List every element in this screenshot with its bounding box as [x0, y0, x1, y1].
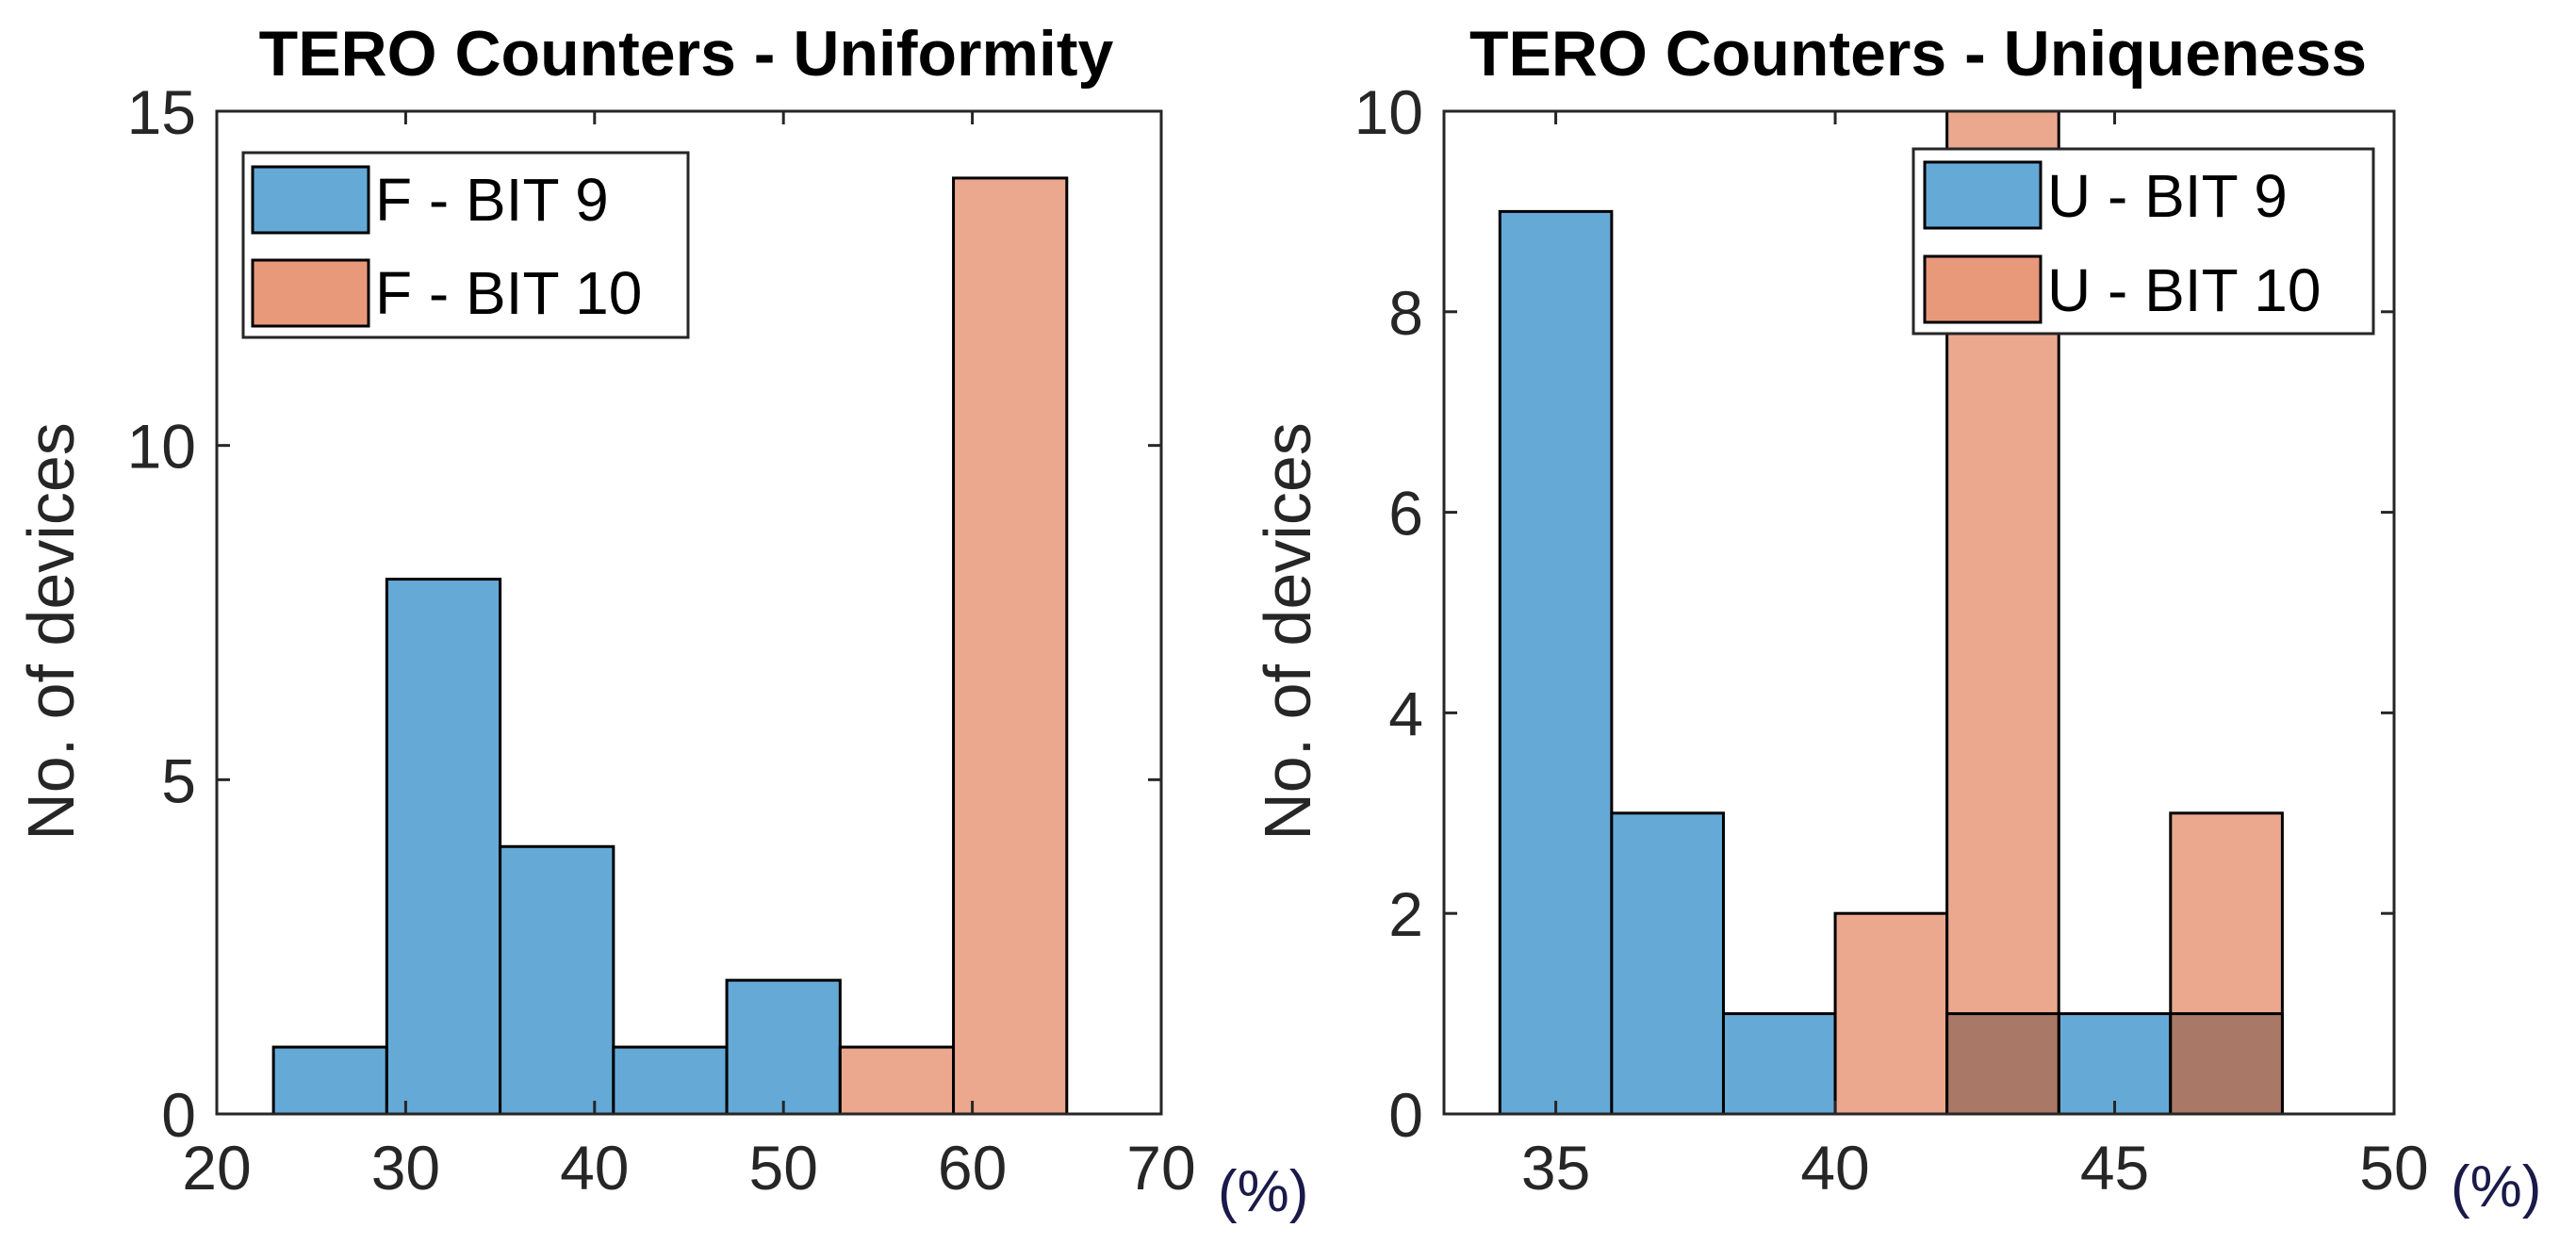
- y-tick-label: 10: [1354, 77, 1423, 147]
- x-unit-label: (%): [1218, 1159, 1308, 1224]
- bar-f-bit-9-2: [499, 844, 615, 1114]
- x-tick-label: 35: [1521, 1133, 1590, 1203]
- ticks: 35 40 45 50 0 2 4 6 8 10: [1354, 77, 2429, 1203]
- legend: U - BIT 9 U - BIT 10: [1911, 147, 2375, 336]
- x-unit-label: (%): [2451, 1154, 2541, 1219]
- y-axis-label: No. of devices: [1251, 422, 1324, 841]
- x-tick-label: 50: [748, 1133, 817, 1203]
- chart-title: TERO Counters - Uniqueness: [1469, 18, 2367, 90]
- ticks: 20 30 40 50 60 70 0 5 10 15: [127, 77, 1196, 1203]
- y-tick-label: 0: [161, 1080, 196, 1150]
- x-tick-label: 40: [560, 1133, 629, 1203]
- legend-label-f-bit-10: F - BIT 10: [375, 259, 642, 327]
- legend-swatch-f-bit-9: [251, 165, 370, 235]
- y-tick-label: 15: [127, 77, 196, 147]
- bar-f-bit-10-0: [838, 1045, 956, 1114]
- y-tick-label: 2: [1388, 879, 1423, 949]
- y-tick-label: 6: [1388, 479, 1423, 548]
- y-axis-label: No. of devices: [14, 422, 88, 841]
- bar-u-bit-9-2: [1721, 1012, 1837, 1114]
- x-tick-label: 60: [938, 1133, 1007, 1203]
- bar-overlap: [1945, 1012, 2060, 1114]
- legend: F - BIT 9 F - BIT 10: [241, 151, 690, 339]
- legend-swatch-u-bit-10: [1923, 254, 2043, 324]
- uniqueness-chart: TERO Counters - Uniqueness No. of device…: [1251, 18, 2541, 1219]
- bar-f-bit-10-1: [952, 176, 1069, 1114]
- x-tick-label: 50: [2359, 1133, 2428, 1203]
- legend-label-f-bit-9: F - BIT 9: [375, 166, 609, 234]
- chart-title: TERO Counters - Uniformity: [259, 18, 1114, 90]
- y-tick-label: 5: [161, 745, 196, 815]
- bar-u-bit-9-1: [1610, 811, 1725, 1114]
- bars: [271, 176, 1069, 1114]
- bar-f-bit-9-3: [612, 1045, 729, 1114]
- bar-u-bit-9-4: [2057, 1012, 2173, 1114]
- y-tick-label: 8: [1388, 278, 1423, 348]
- bar-f-bit-9-1: [385, 578, 502, 1114]
- bar-f-bit-9-0: [271, 1045, 388, 1114]
- uniformity-chart: TERO Counters - Uniformity No. of device…: [14, 18, 1308, 1224]
- bar-f-bit-9-4: [725, 978, 842, 1114]
- legend-swatch-u-bit-9: [1923, 160, 2043, 230]
- x-tick-label: 70: [1126, 1133, 1195, 1203]
- x-tick-label: 45: [2080, 1133, 2149, 1203]
- y-tick-label: 10: [127, 412, 196, 482]
- bar-u-bit-9-0: [1498, 209, 1614, 1114]
- bar-overlap: [2169, 1012, 2284, 1114]
- x-tick-label: 30: [371, 1133, 440, 1203]
- y-tick-label: 4: [1388, 679, 1423, 748]
- x-tick-label: 40: [1800, 1133, 1869, 1203]
- legend-label-u-bit-9: U - BIT 9: [2047, 162, 2288, 230]
- legend-label-u-bit-10: U - BIT 10: [2047, 256, 2321, 324]
- y-tick-label: 0: [1388, 1080, 1423, 1150]
- bar-u-bit-10-0: [1833, 911, 1949, 1114]
- legend-swatch-f-bit-10: [251, 258, 370, 328]
- axes-box: [1442, 109, 2396, 1116]
- x-tick-label: 20: [182, 1133, 251, 1203]
- axes-box: [215, 109, 1163, 1116]
